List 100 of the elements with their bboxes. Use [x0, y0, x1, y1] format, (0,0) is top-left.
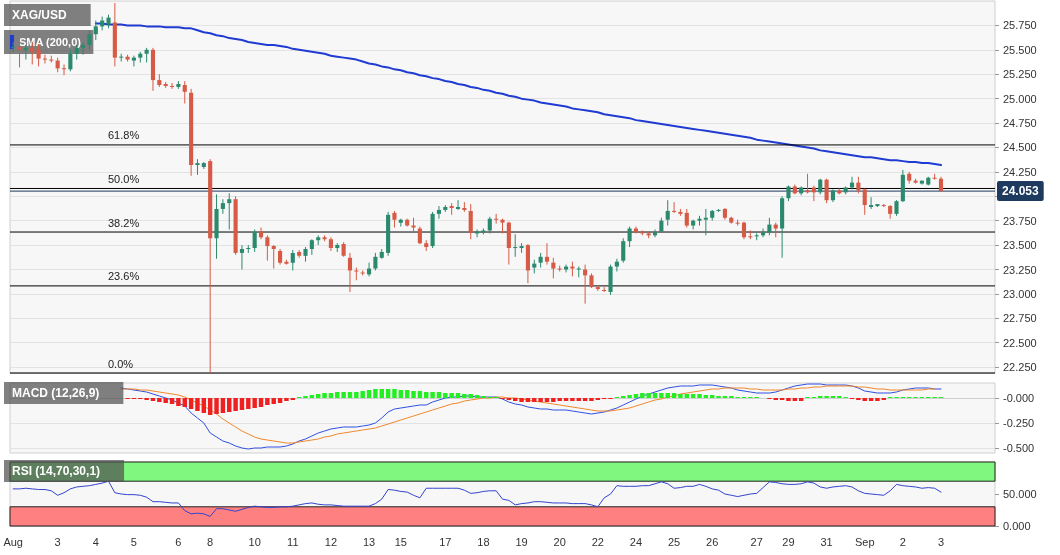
candlestick	[862, 187, 867, 216]
candlestick	[169, 82, 175, 90]
y-tick-label: -0.000	[1003, 392, 1035, 404]
y-tick-label: 22.250	[1003, 361, 1037, 374]
y-tick-label: 25.750	[1003, 19, 1037, 32]
x-tick-label: 12	[324, 535, 338, 548]
candlestick	[665, 199, 670, 227]
candlestick	[652, 228, 658, 238]
bar	[277, 398, 283, 403]
candlestick	[265, 234, 270, 262]
y-tick-label: -0.500	[1003, 442, 1035, 454]
candlestick	[182, 80, 187, 105]
x-tick-label: 20	[553, 535, 566, 548]
bar	[652, 393, 658, 398]
bar	[563, 398, 569, 401]
y-tick-label: 25.000	[1003, 92, 1037, 105]
ref-line-label: 23.6%	[108, 270, 140, 283]
y-tick-label: 25.250	[1003, 68, 1037, 81]
bar	[176, 398, 181, 406]
x-tick-label: 26	[706, 535, 719, 548]
y-tick-label: 23.500	[1003, 239, 1037, 252]
candlestick	[621, 237, 626, 264]
candlestick	[220, 198, 225, 215]
bar	[239, 398, 245, 410]
candlestick	[271, 244, 276, 270]
bar	[150, 398, 156, 401]
bar	[417, 391, 423, 398]
bar	[379, 389, 384, 398]
bar	[188, 398, 194, 409]
y-tick-label: 23.250	[1003, 263, 1037, 276]
y-tick-label: -0.250	[1003, 417, 1035, 429]
x-tick-label: 15	[394, 535, 407, 548]
candlestick	[614, 258, 619, 272]
bar	[265, 398, 270, 405]
bar	[227, 398, 232, 412]
x-tick-label: 5	[130, 535, 137, 548]
y-tick-label: 23.000	[1003, 287, 1037, 300]
bar	[570, 398, 575, 401]
candlestick	[468, 203, 473, 240]
bar	[392, 389, 397, 398]
bar	[258, 398, 264, 407]
bar	[582, 398, 588, 401]
candlestick	[811, 185, 816, 202]
candlestick	[494, 213, 499, 225]
bar	[220, 398, 226, 413]
ref-line-label: 61.8%	[108, 129, 140, 142]
candlestick	[551, 257, 556, 279]
candlestick	[475, 228, 480, 238]
candlestick	[455, 199, 461, 211]
bar	[474, 395, 480, 398]
bar	[201, 398, 207, 413]
x-tick-label: 11	[287, 535, 299, 548]
x-tick-label: 31	[820, 535, 833, 548]
bar	[373, 389, 378, 398]
candlestick	[290, 249, 295, 271]
bar	[309, 395, 315, 398]
x-tick-label: 4	[92, 535, 99, 548]
bar	[589, 398, 594, 401]
candlestick	[347, 252, 353, 293]
x-tick-label: 3	[54, 535, 61, 548]
x-tick-label: 3	[937, 535, 945, 548]
candlestick	[42, 54, 48, 64]
y-tick-label: 22.500	[1003, 336, 1037, 349]
bar	[697, 394, 702, 398]
x-tick-label: 13	[362, 535, 376, 548]
bar	[576, 398, 581, 401]
bar	[538, 398, 543, 402]
ref-line-label: 38.2%	[108, 216, 140, 229]
bar	[703, 395, 709, 398]
bar	[455, 393, 461, 398]
ref-line-label: 50.0%	[108, 172, 140, 185]
bar	[792, 398, 798, 401]
candlestick	[684, 208, 689, 229]
x-tick-label: 10	[248, 535, 261, 548]
candlestick	[760, 228, 766, 238]
candlestick	[672, 201, 677, 214]
y-tick-label: 24.750	[1003, 117, 1037, 130]
bar	[798, 398, 804, 401]
bar	[284, 398, 289, 401]
chart-title: RSI (14,70,30,1)	[12, 464, 101, 478]
bar	[709, 395, 715, 398]
candlestick	[703, 208, 708, 236]
legend-label: SMA (200,0)	[19, 36, 82, 48]
candlestick	[227, 192, 232, 230]
bar	[627, 395, 632, 398]
line-series	[12, 480, 942, 517]
x-tick-label: 8	[207, 535, 214, 548]
candlestick	[513, 233, 518, 258]
candlestick	[627, 226, 632, 248]
y-tick-label: 24.500	[1003, 141, 1037, 154]
candlestick	[869, 196, 874, 210]
bar	[411, 391, 416, 398]
x-tick-label: 19	[515, 535, 528, 548]
bar	[233, 398, 238, 411]
candlestick	[131, 55, 136, 67]
candlestick	[252, 228, 257, 253]
bar	[182, 398, 187, 407]
x-tick-label: Aug	[3, 535, 23, 548]
x-tick-label: 29	[782, 535, 795, 548]
y-tick-label: 23.750	[1003, 214, 1037, 227]
